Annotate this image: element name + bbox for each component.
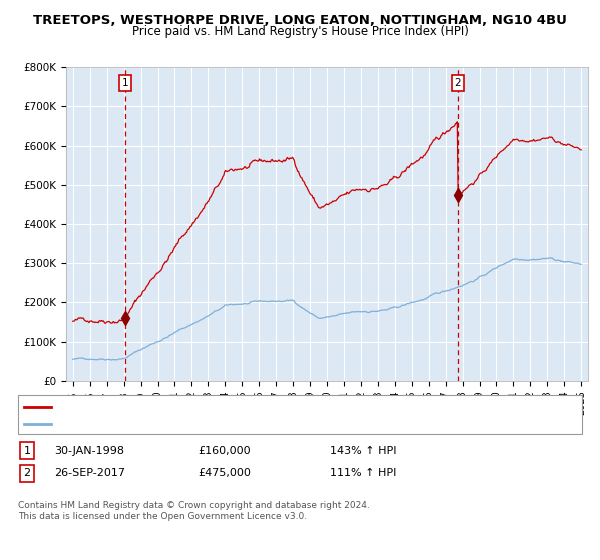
Text: 2: 2 — [23, 468, 31, 478]
Text: £475,000: £475,000 — [198, 468, 251, 478]
Text: TREETOPS, WESTHORPE DRIVE, LONG EATON, NOTTINGHAM, NG10 4BU (detached hous: TREETOPS, WESTHORPE DRIVE, LONG EATON, N… — [57, 402, 496, 412]
Text: 143% ↑ HPI: 143% ↑ HPI — [330, 446, 397, 456]
Text: 1: 1 — [23, 446, 31, 456]
Text: 30-JAN-1998: 30-JAN-1998 — [54, 446, 124, 456]
Text: £160,000: £160,000 — [198, 446, 251, 456]
Text: Contains HM Land Registry data © Crown copyright and database right 2024.
This d: Contains HM Land Registry data © Crown c… — [18, 501, 370, 521]
Text: 111% ↑ HPI: 111% ↑ HPI — [330, 468, 397, 478]
Text: Price paid vs. HM Land Registry's House Price Index (HPI): Price paid vs. HM Land Registry's House … — [131, 25, 469, 38]
Text: TREETOPS, WESTHORPE DRIVE, LONG EATON, NOTTINGHAM, NG10 4BU: TREETOPS, WESTHORPE DRIVE, LONG EATON, N… — [33, 14, 567, 27]
Text: 2: 2 — [455, 78, 461, 88]
Text: HPI: Average price, detached house, Erewash: HPI: Average price, detached house, Erew… — [57, 419, 284, 429]
Text: 26-SEP-2017: 26-SEP-2017 — [54, 468, 125, 478]
Text: 1: 1 — [122, 78, 128, 88]
